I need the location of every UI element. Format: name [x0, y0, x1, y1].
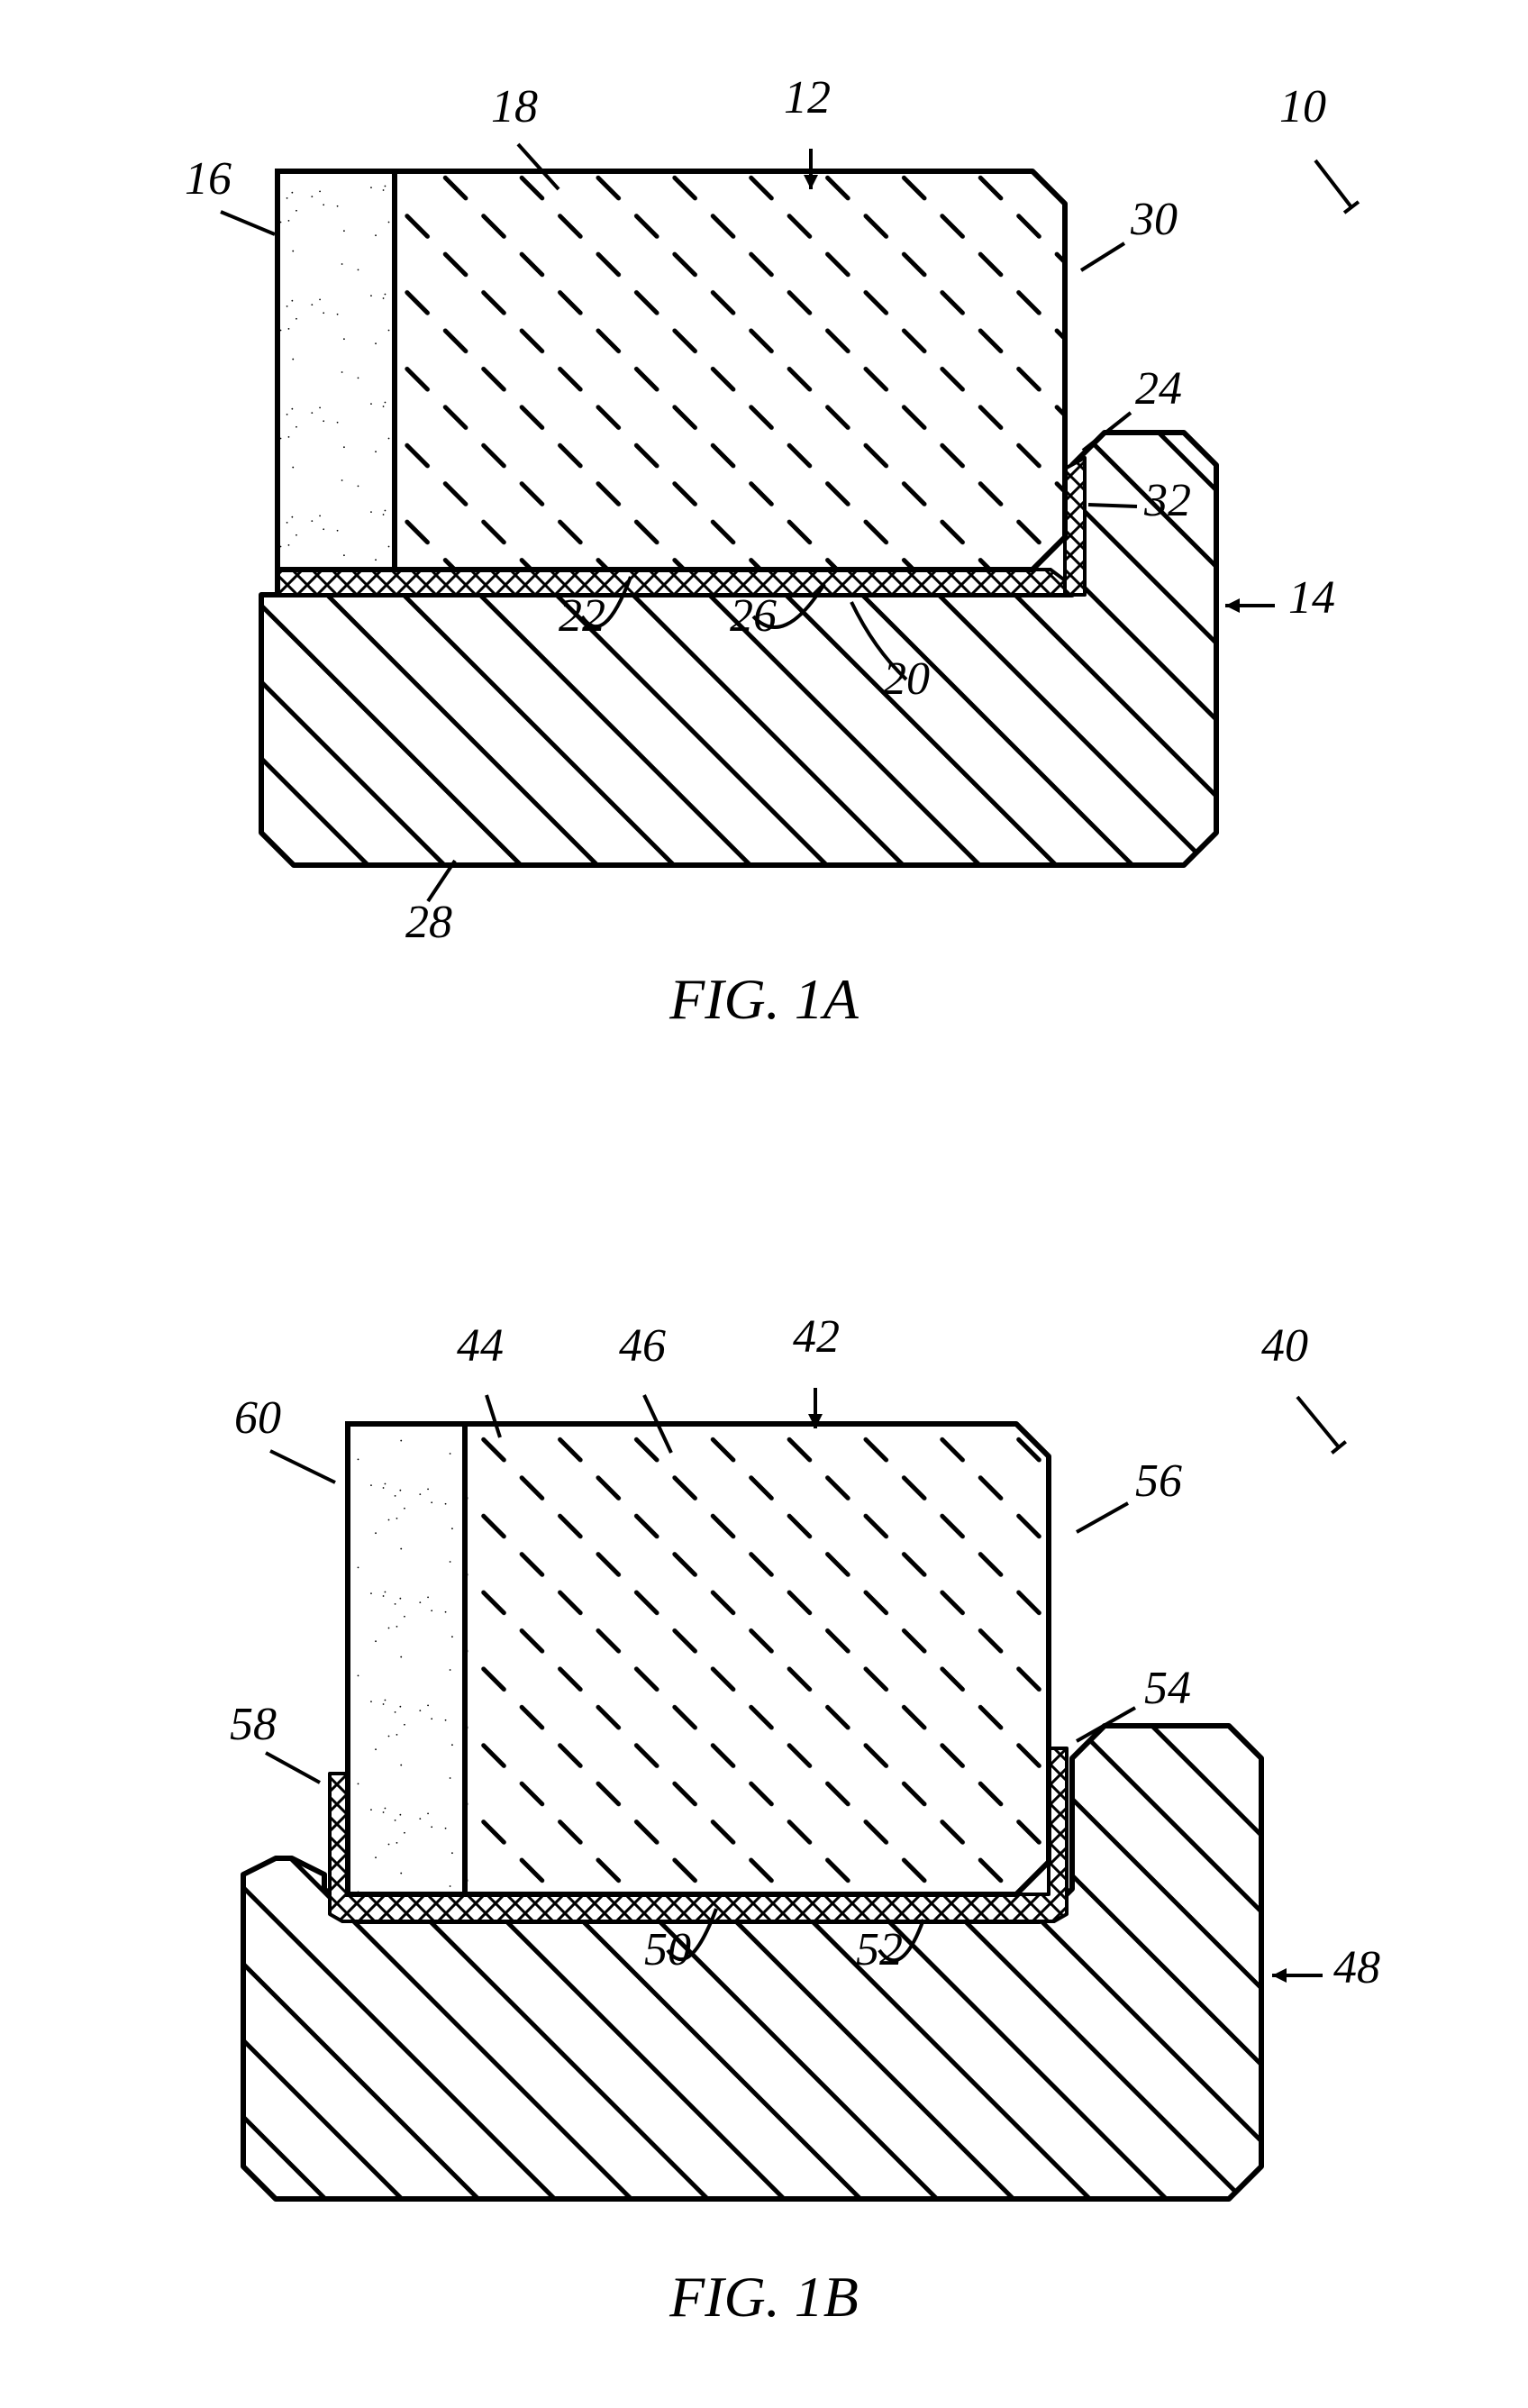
caption-fig-1b: FIG. 1B [668, 2265, 859, 2329]
label-44: 44 [457, 1320, 504, 1372]
label-18: 18 [491, 81, 538, 132]
label-28: 28 [405, 897, 452, 948]
label-12: 12 [784, 72, 831, 123]
label-24: 24 [1135, 363, 1182, 415]
label-10: 10 [1279, 81, 1326, 132]
label-26: 26 [730, 590, 777, 642]
figure-1a: 10 12 18 16 30 24 32 14 22 26 20 28 FIG. 1A [185, 72, 1359, 1031]
label-14: 14 [1288, 572, 1335, 624]
label-20: 20 [883, 653, 930, 705]
label-48: 48 [1333, 1942, 1380, 1993]
label-22: 22 [559, 590, 605, 642]
label-32: 32 [1143, 475, 1191, 526]
label-30: 30 [1130, 194, 1178, 245]
label-52: 52 [856, 1924, 903, 1975]
caption-fig-1a: FIG. 1A [668, 967, 860, 1031]
label-54: 54 [1144, 1663, 1191, 1714]
label-56: 56 [1135, 1455, 1182, 1507]
label-42: 42 [793, 1311, 840, 1363]
label-16: 16 [185, 153, 232, 205]
label-60: 60 [234, 1392, 281, 1444]
label-46: 46 [619, 1320, 666, 1372]
label-40: 40 [1261, 1320, 1308, 1372]
label-58: 58 [230, 1699, 277, 1750]
figure-1b: 40 42 44 46 60 56 54 58 48 50 52 FIG. 1B [230, 1311, 1380, 2329]
label-50: 50 [644, 1924, 691, 1975]
